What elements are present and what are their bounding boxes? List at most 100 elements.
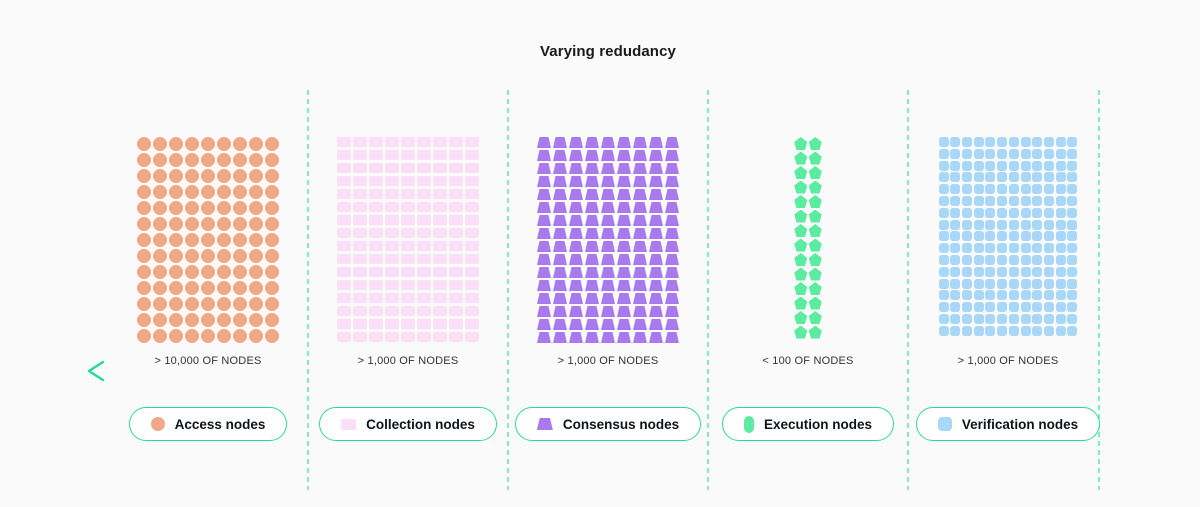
collection-node bbox=[417, 293, 431, 303]
collection-node bbox=[433, 241, 447, 251]
access-node bbox=[153, 169, 167, 183]
consensus-node bbox=[537, 228, 551, 239]
access-node bbox=[249, 281, 263, 295]
verification-node bbox=[938, 243, 949, 254]
verification-node bbox=[962, 325, 973, 336]
verification-node bbox=[973, 219, 984, 230]
consensus-node bbox=[601, 280, 615, 291]
page-title: Varying redudancy bbox=[540, 43, 676, 60]
collection-node bbox=[433, 202, 447, 212]
consensus-node bbox=[633, 241, 647, 252]
group-column-collection: > 1,000 OF NODES bbox=[308, 137, 508, 367]
consensus-node bbox=[553, 189, 567, 200]
access-node bbox=[217, 169, 231, 183]
collection-node bbox=[385, 215, 399, 225]
legend-label-execution: Execution nodes bbox=[763, 416, 873, 432]
verification-node bbox=[1043, 254, 1054, 265]
consensus-node bbox=[585, 189, 599, 200]
verification-node bbox=[1008, 137, 1019, 147]
access-node bbox=[265, 169, 279, 183]
access-node bbox=[265, 153, 279, 167]
collection-node bbox=[401, 228, 415, 238]
collection-node bbox=[465, 150, 479, 160]
consensus-node bbox=[633, 150, 647, 161]
verification-node bbox=[1020, 313, 1031, 324]
verification-node bbox=[1055, 195, 1066, 206]
access-node bbox=[185, 249, 199, 263]
access-node bbox=[169, 265, 183, 279]
collection-node bbox=[465, 319, 479, 329]
consensus-node bbox=[649, 150, 663, 161]
verification-node bbox=[1020, 160, 1031, 171]
verification-node bbox=[1067, 219, 1078, 230]
verification-node bbox=[1043, 219, 1054, 230]
access-node bbox=[201, 153, 215, 167]
verification-node bbox=[1020, 219, 1031, 230]
verification-node bbox=[997, 219, 1008, 230]
collection-node bbox=[465, 241, 479, 251]
consensus-node bbox=[633, 280, 647, 291]
consensus-node bbox=[569, 280, 583, 291]
access-node bbox=[169, 169, 183, 183]
verification-node bbox=[962, 148, 973, 159]
access-node bbox=[265, 201, 279, 215]
access-node bbox=[233, 153, 247, 167]
verification-node bbox=[997, 254, 1008, 265]
verification-node-grid bbox=[938, 137, 1078, 343]
access-node bbox=[201, 249, 215, 263]
verification-node bbox=[938, 254, 949, 265]
collection-node bbox=[353, 150, 367, 160]
execution-node bbox=[808, 325, 822, 339]
group-column-execution: < 100 OF NODES bbox=[708, 137, 908, 367]
verification-node bbox=[1008, 290, 1019, 301]
collection-node bbox=[353, 319, 367, 329]
consensus-node bbox=[617, 319, 631, 330]
consensus-node bbox=[633, 228, 647, 239]
verification-node bbox=[973, 278, 984, 289]
consensus-node bbox=[649, 176, 663, 187]
access-node bbox=[233, 313, 247, 327]
consensus-node bbox=[665, 306, 679, 317]
collection-node bbox=[385, 150, 399, 160]
legend-cell-execution: Execution nodes bbox=[708, 407, 908, 441]
consensus-node bbox=[537, 293, 551, 304]
collection-node bbox=[401, 241, 415, 251]
access-node bbox=[265, 329, 279, 343]
verification-node bbox=[1055, 172, 1066, 183]
consensus-node bbox=[601, 254, 615, 265]
verification-node bbox=[1032, 160, 1043, 171]
verification-node bbox=[1055, 207, 1066, 218]
verification-node bbox=[1043, 290, 1054, 301]
verification-node bbox=[962, 290, 973, 301]
verification-node bbox=[973, 137, 984, 147]
collection-node bbox=[465, 202, 479, 212]
verification-node bbox=[1067, 290, 1078, 301]
verification-node bbox=[1032, 325, 1043, 336]
consensus-node bbox=[585, 306, 599, 317]
consensus-node bbox=[665, 150, 679, 161]
access-node bbox=[185, 153, 199, 167]
legend-cell-consensus: Consensus nodes bbox=[508, 407, 708, 441]
legend-label-verification: Verification nodes bbox=[961, 416, 1079, 432]
verification-node bbox=[997, 266, 1008, 277]
collection-node bbox=[417, 176, 431, 186]
access-node bbox=[169, 137, 183, 151]
collection-node bbox=[449, 163, 463, 173]
consensus-node bbox=[585, 137, 599, 148]
collection-node bbox=[337, 241, 351, 251]
collection-node bbox=[385, 293, 399, 303]
consensus-node bbox=[537, 319, 551, 330]
collection-node bbox=[369, 332, 383, 342]
collection-node bbox=[465, 293, 479, 303]
access-node bbox=[137, 169, 151, 183]
verification-node bbox=[950, 195, 961, 206]
collection-node bbox=[337, 254, 351, 264]
verification-node bbox=[962, 184, 973, 195]
access-node bbox=[153, 137, 167, 151]
verification-node bbox=[985, 219, 996, 230]
verification-node bbox=[938, 207, 949, 218]
access-node bbox=[169, 233, 183, 247]
consensus-node bbox=[617, 215, 631, 226]
collection-node-grid bbox=[337, 137, 479, 343]
verification-node bbox=[938, 148, 949, 159]
